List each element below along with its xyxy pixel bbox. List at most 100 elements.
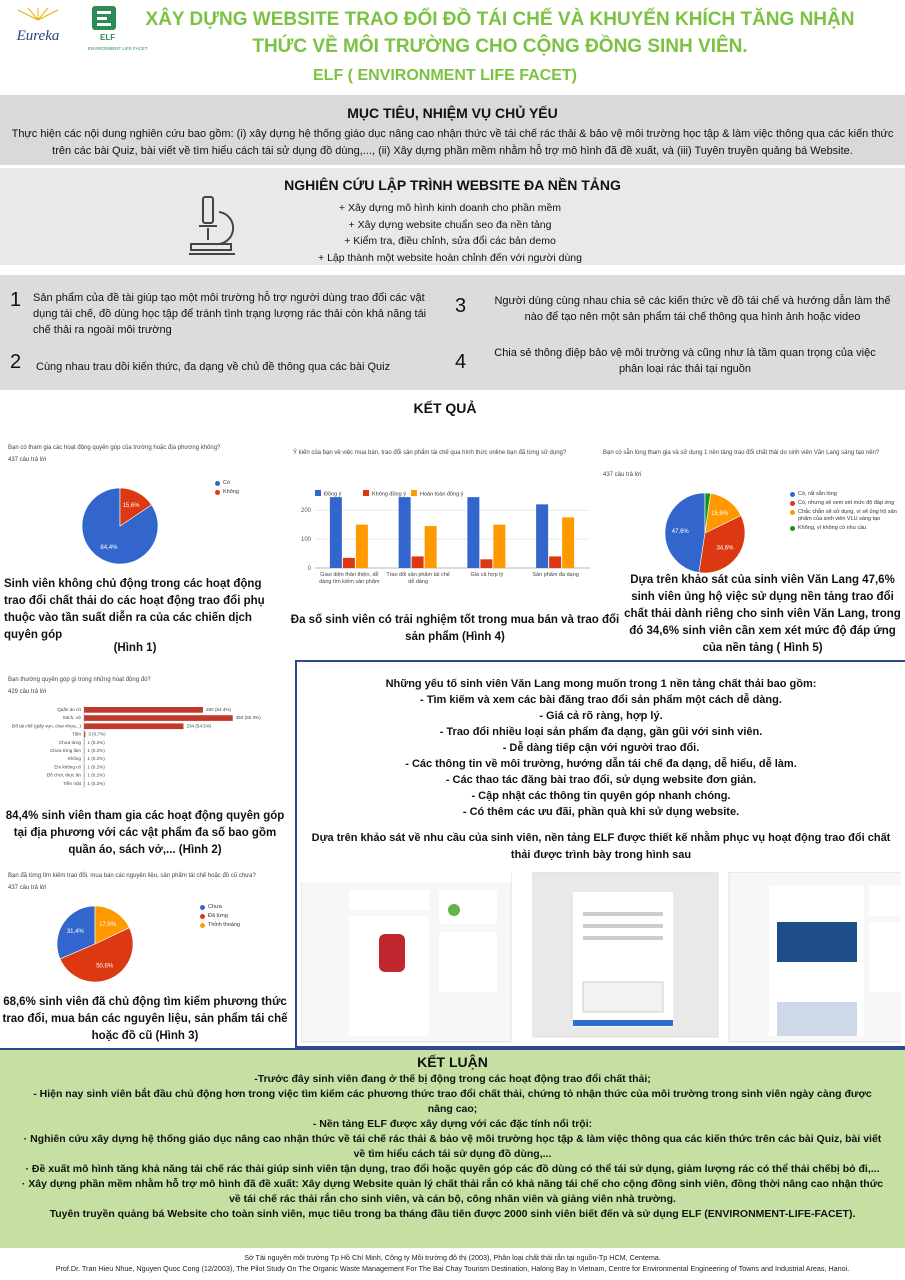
caption: 68,6% sinh viên đã chủ động tìm kiếm phư… (2, 996, 288, 1042)
legend-dot (215, 481, 220, 486)
bar (480, 559, 493, 568)
y-tick-label: Chưa từng làm (50, 748, 81, 753)
list-item: Tuyên truyền quảng bá Website cho toàn s… (49, 1208, 856, 1220)
list-item: - Các thao tác đăng bài trao đổi, sử dụn… (445, 774, 757, 786)
chart-canvas: 0 100 200 Đồng ý Không đồng ý Hoàn toàn đồng … (301, 490, 590, 572)
list-item: + Kiểm tra, điều chỉnh, sửa đổi các bản … (344, 235, 556, 247)
chart-title: Bạn đã từng tìm kiếm trao đổi, mua bán c… (8, 873, 256, 879)
list-intro: Những yếu tố sinh viên Văn Lang mong muố… (385, 678, 817, 690)
logo-text: ENVIRONMENT LIFE FACET (88, 46, 148, 51)
figure-label: (Hình 1) (113, 642, 157, 654)
pie-slice (56, 905, 96, 960)
feature-number: 1 (10, 289, 22, 311)
bar (467, 497, 480, 568)
list-item: + Lập thành một website hoàn chỉnh đến v… (318, 251, 582, 264)
legend-swatch (363, 490, 369, 496)
list-item: - Các thông tin về môi trường, hướng dẫn… (405, 758, 797, 770)
bar (493, 524, 506, 568)
y-tick-label: Đồ tái chế (giấy vụn, chai nhựa...) (12, 723, 81, 728)
bar (355, 524, 368, 568)
feature-number: 3 (455, 295, 467, 317)
y-tick-label: Tiền mặt (63, 781, 81, 786)
data-label: 1 (0.2%) (87, 781, 105, 786)
legend-label: Hoàn toàn đồng ý (420, 492, 464, 498)
logo-text: ELF (100, 33, 115, 42)
y-tick-label: Không (68, 756, 82, 761)
list-item: - Nền tảng ELF được xây dựng với các đặc… (312, 1118, 593, 1130)
feature-text: Cùng nhau trau dồi kiến thức, đa dạng về… (36, 361, 391, 373)
legend-label: Không (223, 489, 239, 495)
legend-label: Đồng ý (324, 492, 342, 498)
list-item: - Có thêm các ưu đãi, phần quà khi sử dụ… (462, 806, 740, 818)
chart-canvas: 84,4% 15,6% (81, 487, 159, 565)
bar (342, 557, 355, 568)
legend-label: Thỉnh thoảng (208, 922, 241, 928)
legend: Có, rất sẵn lòng Có, nhưng sẽ xem xét mức… (790, 491, 900, 534)
responses-count: 437 câu trả lời (603, 472, 642, 478)
bar (536, 504, 549, 568)
x-tick-label: Giá cả hợp lý (470, 572, 504, 578)
pie-slice (664, 492, 706, 573)
bar-chart: 0 100 200 Đồng ý Không đồng ý Hoàn toàn đồng … (285, 445, 600, 595)
list-item: - Cập nhật các thông tin quyên góp nhanh… (471, 790, 731, 802)
bar (84, 731, 86, 738)
chart-title: Bạn thường quyên góp gì trong những hoạt… (8, 677, 151, 683)
responses-count: 437 câu trả lời (8, 885, 47, 891)
pie-chart: 47,6% 34,6% 15,6% Bạn có sẵn lòng tham gia … (595, 445, 905, 575)
bar (562, 517, 575, 568)
legend: Chưa Đã từng Thỉnh thoảng (200, 904, 280, 931)
y-tick-label: 0 (308, 566, 312, 572)
data-label: 1 (0.2%) (87, 756, 105, 761)
bar (411, 556, 424, 568)
bar-chart: Quần áo cũ 280 (64.4%) Sách, vở 350 (82.3%)… (0, 672, 290, 792)
pie-chart: 31,4% 50,6% 17,9% Bạn đã từng tìm kiếm trao… (0, 868, 290, 988)
list-item: - Tìm kiếm và xem các bài đăng trao đổi … (420, 694, 782, 706)
data-label: 31,4% (67, 929, 85, 935)
microscope-icon (189, 196, 235, 255)
legend-item: Đã từng (200, 913, 280, 920)
caption: 84,4% sinh viên tham gia các hoạt động q… (5, 810, 285, 856)
legend-item: Không (215, 489, 285, 496)
feature-text: Sản phẩm của đề tài giúp tạo một môi trư… (33, 292, 427, 336)
legend-label: Không đồng ý (372, 492, 406, 498)
legend-swatch (315, 490, 321, 496)
pie-chart: 84,4% 15,6% Bạn có tham gia các hoạt động … (0, 440, 290, 570)
pie-slice (698, 515, 746, 574)
legend: Có Không (215, 480, 285, 498)
list-item: · Xây dựng phần mềm nhằm hỗ trợ mô hình … (21, 1178, 884, 1205)
data-label: 15,6% (711, 511, 729, 517)
references: Sở Tài nguyên môi trường Tp Hồ Chí Minh,… (0, 1252, 905, 1274)
reference: Sở Tài nguyên môi trường Tp Hồ Chí Minh,… (244, 1253, 661, 1262)
y-tick-label: 100 (301, 537, 312, 543)
data-label: 234 (54.5%) (186, 723, 211, 728)
chart-canvas: 31,4% 50,6% 17,9% (56, 905, 134, 983)
paragraph: Dựa trên khảo sát về nhu cầu của sinh vi… (311, 832, 891, 861)
y-tick-label: Sách, vở (63, 714, 81, 720)
list-item: - Giá cả rõ ràng, hợp lý. (539, 710, 663, 722)
list-item: · Đề xuất mô hình tăng khả năng tái chế … (25, 1163, 880, 1175)
feature-text: Chia sẻ thông điệp bảo vệ môi trường và … (494, 347, 876, 375)
bar (398, 497, 411, 568)
list-item: -Trước đây sinh viên đang ở thế bị động … (254, 1073, 651, 1085)
legend-dot (790, 492, 795, 497)
y-tick-label: 200 (301, 508, 312, 514)
section-heading: KẾT LUẬN (417, 1054, 488, 1070)
list: -Trước đây sinh viên đang ở thế bị động … (0, 1070, 905, 1222)
bar (329, 497, 342, 568)
chart-canvas: 47,6% 34,6% 15,6% (664, 492, 746, 574)
y-tick-label: Quần áo cũ (57, 707, 81, 712)
list-item: - Dễ dàng tiếp cận với người trao đổi. (502, 742, 700, 754)
data-label: 15,6% (123, 503, 141, 509)
feature-number: 4 (455, 351, 467, 373)
needs-box: Những yếu tố sinh viên Văn Lang mong muố… (295, 660, 905, 1048)
list: + Xây dựng mô hình kinh doanh cho phần m… (250, 200, 650, 266)
data-label: 350 (82.3%) (236, 715, 261, 720)
x-tick-label: Sản phẩm đa dạng (532, 572, 579, 578)
pie-slice (94, 905, 130, 945)
bar (424, 526, 437, 568)
legend-dot (215, 490, 220, 495)
y-tick-label: Đồ chơi, thực ăn (47, 773, 82, 778)
list-item: + Xây dựng website chuẩn seo đa nền tảng (348, 218, 552, 231)
chart-title: Bạn có sẵn lòng tham gia và sử dụng 1 nề… (603, 450, 880, 456)
